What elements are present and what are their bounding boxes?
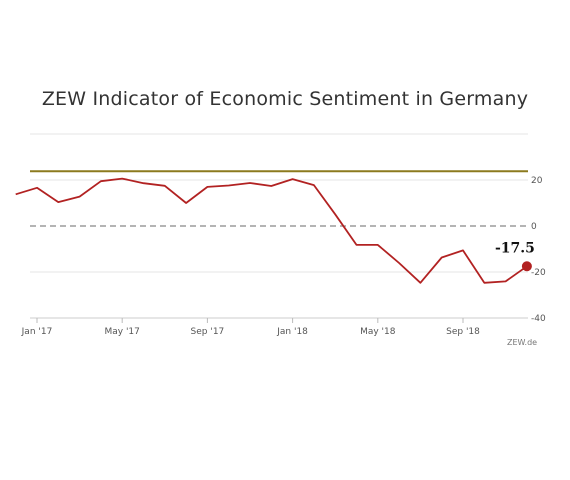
x-tick-label: May '17 bbox=[104, 327, 139, 337]
chart-title: ZEW Indicator of Economic Sentiment in G… bbox=[41, 88, 529, 110]
y-tick-label: 0 bbox=[531, 222, 537, 232]
x-tick-label: Jan '17 bbox=[21, 327, 53, 337]
series-line bbox=[15, 177, 528, 284]
x-tick-label: Sep '17 bbox=[191, 327, 225, 337]
y-tick-label: -20 bbox=[531, 268, 546, 278]
data-label: -17.5 bbox=[495, 240, 535, 256]
y-tick-label: 20 bbox=[531, 176, 543, 186]
y-tick-label: -40 bbox=[531, 314, 546, 324]
source-credit: ZEW.de bbox=[507, 338, 537, 347]
highlight-point bbox=[521, 261, 532, 272]
x-tick-label: Jan '18 bbox=[276, 327, 308, 337]
x-tick-label: May '18 bbox=[360, 327, 396, 337]
x-tick-label: Sep '18 bbox=[446, 327, 480, 337]
